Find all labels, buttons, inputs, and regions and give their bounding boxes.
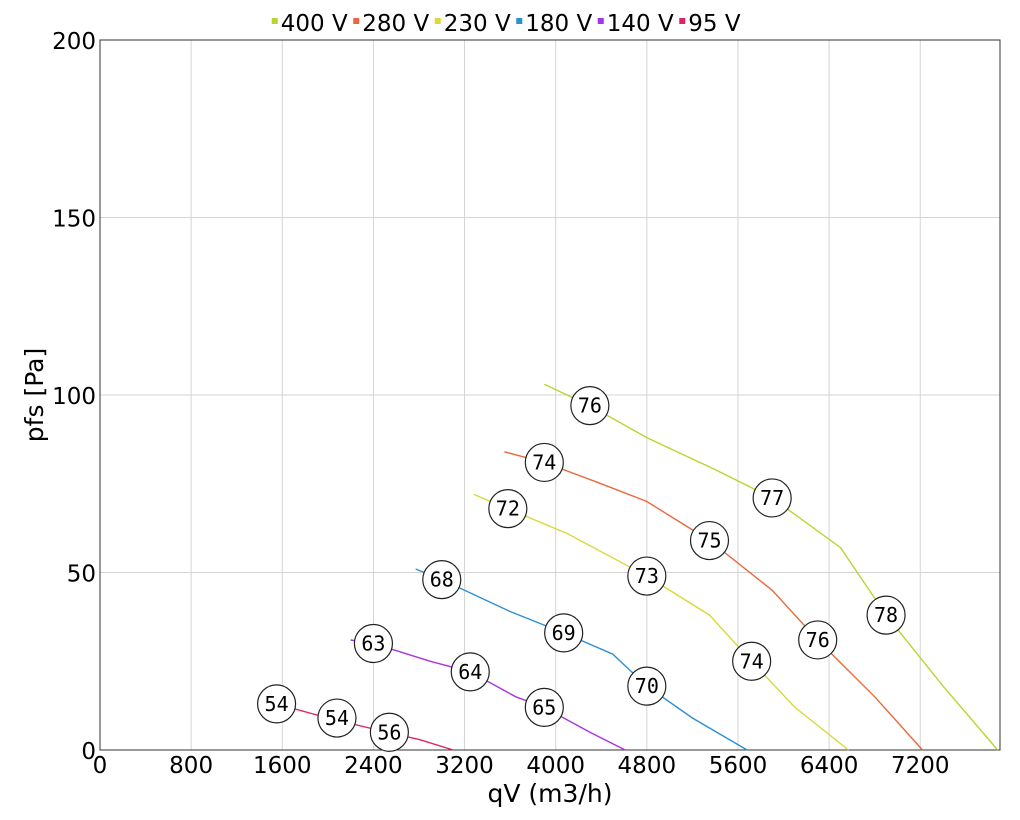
point-label-bubble bbox=[450, 652, 490, 692]
point-label-bubble bbox=[752, 478, 792, 518]
point-label-text: 70 bbox=[635, 674, 659, 698]
legend-item: 95 V bbox=[679, 11, 741, 37]
point-label: 74 bbox=[732, 641, 772, 681]
point-label-text: 65 bbox=[532, 695, 556, 719]
point-label-bubble bbox=[544, 613, 584, 653]
point-label: 70 bbox=[627, 666, 667, 706]
point-label-text: 56 bbox=[377, 720, 401, 744]
point-label-text: 69 bbox=[552, 621, 576, 645]
y-tick-label: 150 bbox=[52, 207, 96, 233]
point-label-text: 74 bbox=[740, 649, 764, 673]
point-label-text: 72 bbox=[496, 497, 520, 521]
point-label-bubble bbox=[689, 520, 730, 561]
legend-item: 180 V bbox=[516, 11, 592, 37]
point-label-bubble bbox=[422, 559, 462, 600]
legend-label: 280 V bbox=[362, 11, 429, 37]
point-label-bubble bbox=[353, 623, 394, 664]
point-label-bubble bbox=[732, 641, 772, 681]
point-label: 76 bbox=[570, 386, 610, 426]
point-label-bubble bbox=[317, 698, 357, 738]
legend-swatch bbox=[679, 18, 686, 24]
point-label-bubble bbox=[627, 666, 667, 706]
point-label: 73 bbox=[627, 556, 667, 596]
legend-item: 230 V bbox=[434, 11, 511, 37]
point-label-text: 73 bbox=[635, 564, 659, 588]
x-tick-label: 1600 bbox=[253, 753, 312, 779]
axis-ticks: 0 800 1600 2400 3200 4000 4800 5600 6400 7200 0 50 1… bbox=[52, 29, 949, 779]
point-label-bubble bbox=[488, 489, 528, 529]
series-line bbox=[276, 703, 454, 751]
y-axis-title: pfs [Pa] bbox=[20, 348, 49, 442]
point-label: 72 bbox=[488, 489, 528, 529]
point-label: 77 bbox=[752, 478, 792, 518]
y-tick-label: 0 bbox=[81, 739, 96, 765]
point-label: 64 bbox=[450, 652, 490, 692]
x-tick-label: 800 bbox=[169, 753, 213, 779]
series-line bbox=[504, 451, 924, 751]
point-label-bubble bbox=[627, 556, 667, 596]
legend-swatch bbox=[271, 18, 278, 24]
x-axis-title: qV (m3/h) bbox=[488, 779, 613, 808]
point-label: 54 bbox=[256, 684, 297, 724]
point-label-text: 64 bbox=[458, 660, 482, 684]
point-label: 69 bbox=[544, 613, 584, 653]
legend-label: 140 V bbox=[607, 11, 674, 37]
point-label-bubble bbox=[866, 595, 906, 635]
series-line bbox=[544, 383, 999, 751]
point-labels: 76 77 78 74 75 76 72 73 74 68 69 70 63 64 65 54 54 56 bbox=[256, 386, 906, 752]
x-tick-label: 4000 bbox=[526, 753, 585, 779]
legend: 400 V 280 V 230 V 180 V 140 V 95 V bbox=[271, 11, 741, 37]
legend-swatch bbox=[434, 18, 441, 24]
y-tick-label: 200 bbox=[52, 29, 96, 55]
legend-swatch bbox=[516, 18, 523, 24]
legend-swatch bbox=[353, 18, 360, 24]
x-tick-label: 0 bbox=[93, 753, 108, 779]
legend-label: 180 V bbox=[525, 11, 592, 37]
point-label-bubble bbox=[570, 386, 610, 426]
point-label-text: 75 bbox=[697, 529, 721, 553]
legend-label: 400 V bbox=[281, 11, 348, 37]
point-label-text: 68 bbox=[430, 568, 454, 592]
point-label-bubble bbox=[524, 442, 564, 483]
point-label: 74 bbox=[524, 442, 564, 483]
point-label: 76 bbox=[798, 620, 838, 660]
point-label-bubble bbox=[524, 687, 564, 728]
point-label: 68 bbox=[422, 559, 462, 600]
point-label-text: 76 bbox=[806, 628, 830, 652]
x-tick-label: 7200 bbox=[891, 753, 950, 779]
point-label-text: 54 bbox=[265, 692, 289, 716]
x-tick-label: 4800 bbox=[618, 753, 677, 779]
plot-area-frame bbox=[99, 39, 1001, 751]
legend-item: 400 V bbox=[271, 11, 348, 37]
point-label: 65 bbox=[524, 687, 564, 728]
x-tick-label: 5600 bbox=[709, 753, 768, 779]
legend-item: 140 V bbox=[597, 11, 674, 37]
point-label-text: 63 bbox=[361, 632, 385, 656]
point-label-text: 74 bbox=[532, 450, 556, 474]
point-label: 78 bbox=[866, 595, 906, 635]
x-tick-label: 3200 bbox=[435, 753, 494, 779]
point-label: 63 bbox=[353, 623, 394, 664]
legend-swatch bbox=[597, 18, 604, 24]
x-tick-label: 2400 bbox=[344, 753, 403, 779]
point-label: 56 bbox=[369, 712, 409, 752]
point-label: 54 bbox=[317, 698, 357, 738]
legend-label: 230 V bbox=[444, 11, 511, 37]
point-label: 75 bbox=[689, 520, 730, 561]
legend-item: 280 V bbox=[353, 11, 429, 37]
point-label-text: 77 bbox=[760, 486, 784, 510]
point-label-text: 78 bbox=[874, 603, 898, 627]
x-tick-label: 6400 bbox=[800, 753, 859, 779]
point-label-text: 76 bbox=[578, 394, 602, 418]
y-tick-label: 100 bbox=[52, 384, 96, 410]
point-label-text: 54 bbox=[325, 706, 349, 730]
point-label-bubble bbox=[369, 712, 409, 752]
point-label-bubble bbox=[798, 620, 838, 660]
y-tick-label: 50 bbox=[67, 562, 96, 588]
legend-label: 95 V bbox=[688, 11, 741, 37]
point-label-bubble bbox=[256, 684, 297, 724]
